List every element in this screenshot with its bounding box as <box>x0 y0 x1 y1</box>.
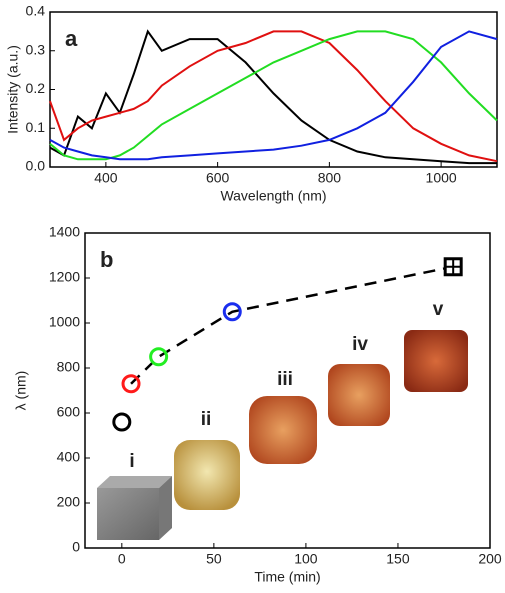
y-tick-label: 200 <box>57 494 81 510</box>
spectrum-line <box>49 30 498 163</box>
y-tick-label: 600 <box>57 404 81 420</box>
spectrum-line <box>49 29 497 165</box>
y-tick-label: 0.3 <box>26 41 46 57</box>
panel-label: b <box>100 247 113 272</box>
stage-label: i <box>129 451 134 472</box>
x-axis-label: Time (min) <box>254 569 320 585</box>
particle-images <box>97 330 468 540</box>
y-tick-label: 400 <box>57 449 81 465</box>
y-tick-label: 800 <box>57 359 81 375</box>
y-tick-label: 0.1 <box>26 119 46 135</box>
x-tick-label: 200 <box>478 551 502 567</box>
y-tick-label: 1400 <box>49 224 80 240</box>
trend-line <box>130 265 454 385</box>
y-tick-label: 0.0 <box>26 158 46 174</box>
marker <box>112 412 132 432</box>
stage-label: iii <box>277 369 293 390</box>
x-tick-label: 50 <box>206 551 222 567</box>
y-tick-label: 0 <box>72 539 80 555</box>
x-tick-label: 100 <box>294 551 318 567</box>
marker <box>121 374 141 394</box>
stage-label: v <box>433 299 444 320</box>
x-axis-label: Wavelength (nm) <box>220 188 326 204</box>
y-tick-label: 1000 <box>49 314 80 330</box>
spectrum-line <box>49 30 498 161</box>
x-tick-label: 0 <box>118 551 126 567</box>
x-tick-label: 400 <box>94 170 118 186</box>
marker-cross <box>445 258 462 275</box>
y-tick-label: 1200 <box>49 269 80 285</box>
plot-frame <box>49 11 498 168</box>
y-tick-label: 0.2 <box>26 80 46 96</box>
marker <box>149 347 169 367</box>
plot-frame <box>84 232 491 549</box>
spectrum-line <box>49 30 498 161</box>
stage-label: iv <box>352 334 368 355</box>
x-tick-label: 1000 <box>426 170 457 186</box>
marker <box>222 302 242 322</box>
panel-label: a <box>65 26 78 51</box>
y-axis-label: Intensity (a.u.) <box>5 45 21 134</box>
y-tick-label: 0.4 <box>26 3 46 19</box>
y-axis-label: λ (nm) <box>13 371 29 411</box>
x-tick-label: 800 <box>318 170 342 186</box>
x-tick-label: 150 <box>386 551 410 567</box>
x-tick-label: 600 <box>206 170 230 186</box>
stage-label: ii <box>201 409 212 430</box>
